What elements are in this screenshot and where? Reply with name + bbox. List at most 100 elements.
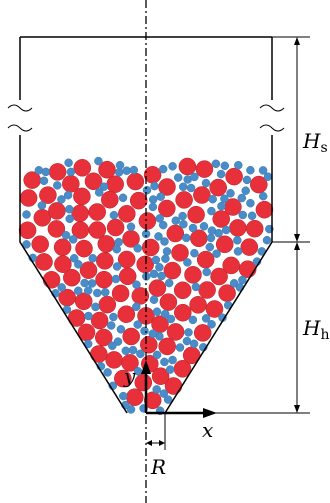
particle — [229, 219, 247, 237]
particle — [158, 220, 168, 230]
particle — [202, 267, 211, 277]
particle — [171, 244, 189, 262]
particle — [226, 189, 235, 198]
particle — [68, 235, 78, 244]
particle — [112, 244, 122, 254]
axes — [144, 372, 205, 415]
particle — [152, 307, 162, 316]
particle — [19, 189, 38, 207]
particle — [154, 232, 163, 241]
particle — [143, 391, 162, 410]
particle — [160, 357, 169, 367]
particle — [220, 161, 230, 171]
particle — [65, 204, 74, 214]
particle — [54, 255, 72, 273]
particles — [18, 156, 274, 416]
particle — [148, 329, 158, 338]
particle — [155, 214, 164, 223]
particle — [106, 218, 125, 237]
particle — [207, 226, 217, 235]
particle — [65, 214, 74, 224]
hs-sub: s — [320, 140, 327, 156]
particle — [58, 288, 76, 307]
particle — [116, 325, 126, 334]
particle — [34, 166, 44, 175]
axis-arrows — [141, 360, 217, 418]
particle — [63, 268, 81, 287]
particle — [196, 250, 215, 269]
particle — [129, 191, 148, 210]
particle — [222, 256, 240, 275]
particle — [212, 249, 221, 258]
particle — [184, 266, 202, 284]
particle — [88, 254, 98, 263]
particle — [178, 211, 187, 221]
particle — [155, 263, 164, 272]
particle — [160, 309, 170, 319]
particle — [238, 210, 248, 220]
particle — [73, 286, 83, 296]
particle — [47, 220, 66, 238]
particle — [106, 175, 124, 193]
particle — [225, 167, 243, 186]
particle — [131, 287, 150, 305]
particle — [199, 222, 209, 231]
particle — [158, 337, 176, 356]
particle — [112, 262, 122, 271]
particle — [87, 279, 97, 288]
particle — [143, 166, 162, 184]
particle — [171, 216, 181, 225]
particle — [140, 326, 149, 336]
particle — [101, 288, 110, 297]
particle — [215, 235, 234, 254]
particle — [174, 303, 192, 322]
particle — [69, 254, 79, 263]
particle — [48, 163, 67, 181]
particle — [117, 250, 136, 269]
particle — [152, 350, 162, 360]
particle — [201, 178, 211, 188]
particle — [158, 164, 168, 174]
particle — [136, 349, 145, 359]
particle — [240, 238, 259, 256]
particle — [255, 200, 274, 219]
particle — [173, 281, 192, 300]
particle — [84, 311, 93, 321]
particle — [151, 367, 170, 385]
particle — [90, 311, 109, 330]
particle — [109, 312, 118, 322]
particle — [157, 271, 166, 281]
particle — [63, 190, 73, 200]
particle — [165, 365, 175, 374]
particle — [94, 188, 104, 197]
particle — [114, 167, 124, 177]
particle — [166, 314, 176, 324]
particle — [64, 158, 73, 168]
particle — [168, 355, 177, 365]
particle — [35, 253, 53, 271]
hh-main: H — [302, 316, 321, 340]
hh-sub: h — [320, 327, 329, 343]
particle — [148, 195, 158, 204]
particle — [105, 351, 123, 369]
particle — [122, 166, 131, 175]
particle — [53, 181, 62, 190]
particle — [190, 229, 208, 248]
particle — [73, 187, 91, 206]
particle — [245, 219, 264, 238]
particle — [159, 293, 178, 311]
particle — [126, 222, 136, 232]
particle — [108, 341, 117, 351]
particle — [66, 167, 76, 177]
particle — [109, 210, 119, 220]
particle — [216, 169, 226, 179]
particle — [96, 252, 114, 270]
particle — [90, 345, 108, 363]
particle — [93, 288, 102, 298]
particle — [183, 258, 192, 267]
particle — [57, 195, 66, 204]
particle — [201, 314, 211, 323]
particle — [80, 278, 89, 288]
particle — [39, 186, 57, 204]
